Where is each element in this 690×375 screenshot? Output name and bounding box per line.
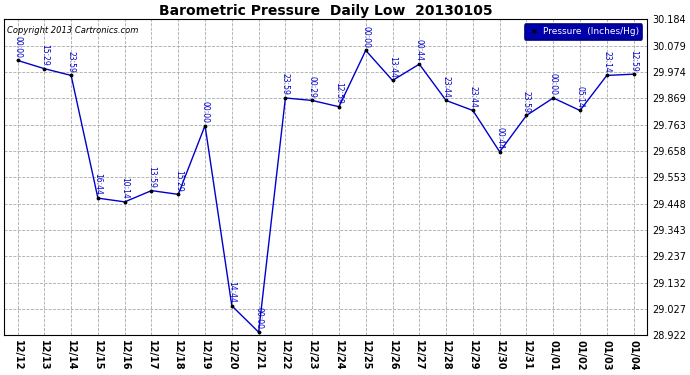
- Text: 00:00: 00:00: [549, 73, 558, 95]
- Text: 23:44: 23:44: [442, 76, 451, 98]
- Text: 05:14: 05:14: [575, 86, 584, 108]
- Text: 00:44: 00:44: [495, 127, 504, 149]
- Text: 13:59: 13:59: [147, 166, 156, 188]
- Text: 23:14: 23:14: [602, 51, 611, 73]
- Text: 23:59: 23:59: [67, 51, 76, 73]
- Text: 14:44: 14:44: [227, 281, 237, 303]
- Text: 00:00: 00:00: [201, 101, 210, 123]
- Legend: Pressure  (Inches/Hg): Pressure (Inches/Hg): [524, 24, 642, 40]
- Text: 00:29: 00:29: [308, 76, 317, 98]
- Text: 15:29: 15:29: [40, 44, 49, 66]
- Text: 10:14: 10:14: [120, 177, 129, 199]
- Text: 15:29: 15:29: [174, 170, 183, 192]
- Text: 23:59: 23:59: [522, 91, 531, 113]
- Text: 12:59: 12:59: [629, 50, 638, 71]
- Text: 00:00: 00:00: [362, 26, 371, 48]
- Text: 00:00: 00:00: [254, 308, 263, 329]
- Text: 23:59: 23:59: [281, 73, 290, 95]
- Text: 13:44: 13:44: [388, 56, 397, 78]
- Text: Copyright 2013 Cartronics.com: Copyright 2013 Cartronics.com: [8, 26, 139, 34]
- Text: 12:59: 12:59: [335, 82, 344, 104]
- Text: 23:44: 23:44: [469, 86, 477, 108]
- Text: 16:44: 16:44: [93, 174, 102, 195]
- Text: 00:44: 00:44: [415, 39, 424, 62]
- Title: Barometric Pressure  Daily Low  20130105: Barometric Pressure Daily Low 20130105: [159, 4, 493, 18]
- Text: 00:00: 00:00: [13, 36, 22, 58]
